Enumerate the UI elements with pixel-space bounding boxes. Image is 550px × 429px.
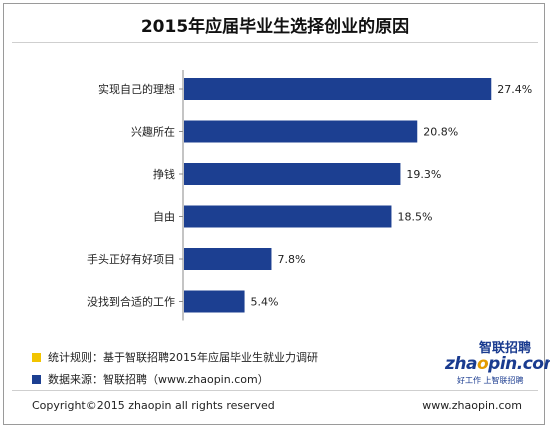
logo-domain-text: zhaopin.com — [445, 354, 550, 374]
value-label: 7.8% — [277, 253, 305, 266]
legend-swatch-blue — [32, 374, 41, 384]
bar — [184, 248, 272, 270]
value-label: 27.4% — [497, 83, 532, 96]
legend-swatch-yellow — [32, 352, 41, 362]
logo-slogan: 好工作 上智联招聘 — [457, 376, 524, 385]
value-label: 5.4% — [251, 296, 279, 309]
value-label: 20.8% — [423, 126, 458, 139]
bar — [184, 163, 401, 185]
value-label: 19.3% — [406, 168, 441, 181]
footer-divider — [12, 390, 538, 391]
value-label: 18.5% — [397, 211, 432, 224]
category-label: 兴趣所在 — [131, 125, 175, 139]
title-divider — [12, 42, 538, 43]
bar — [184, 120, 418, 143]
legend-label-rule: 统计规则：基于智联招聘2015年应届毕业生就业力调研 — [48, 351, 318, 364]
category-label: 没找到合适的工作 — [87, 295, 175, 309]
legend-item-source: 数据来源：智联招聘（www.zhaopin.com） — [32, 371, 269, 387]
legend-label-source: 数据来源：智联招聘（www.zhaopin.com） — [48, 373, 269, 386]
category-label: 自由 — [153, 210, 175, 224]
bar — [184, 290, 245, 313]
copyright-text: Copyright©2015 zhaopin all rights reserv… — [32, 399, 275, 412]
bar — [184, 205, 392, 228]
bar — [184, 78, 492, 100]
footer-url: www.zhaopin.com — [422, 399, 522, 412]
category-label: 实现自己的理想 — [98, 82, 175, 96]
legend-item-rule: 统计规则：基于智联招聘2015年应届毕业生就业力调研 — [32, 349, 318, 365]
zhaopin-logo: 智联招聘 zhaopin.com 好工作 上智联招聘 — [445, 337, 550, 385]
category-label: 挣钱 — [153, 167, 175, 181]
logo-brand-text: 智联招聘 — [478, 341, 531, 356]
category-label: 手头正好有好项目 — [87, 252, 175, 266]
chart-title: 2015年应届毕业生选择创业的原因 — [140, 17, 410, 37]
